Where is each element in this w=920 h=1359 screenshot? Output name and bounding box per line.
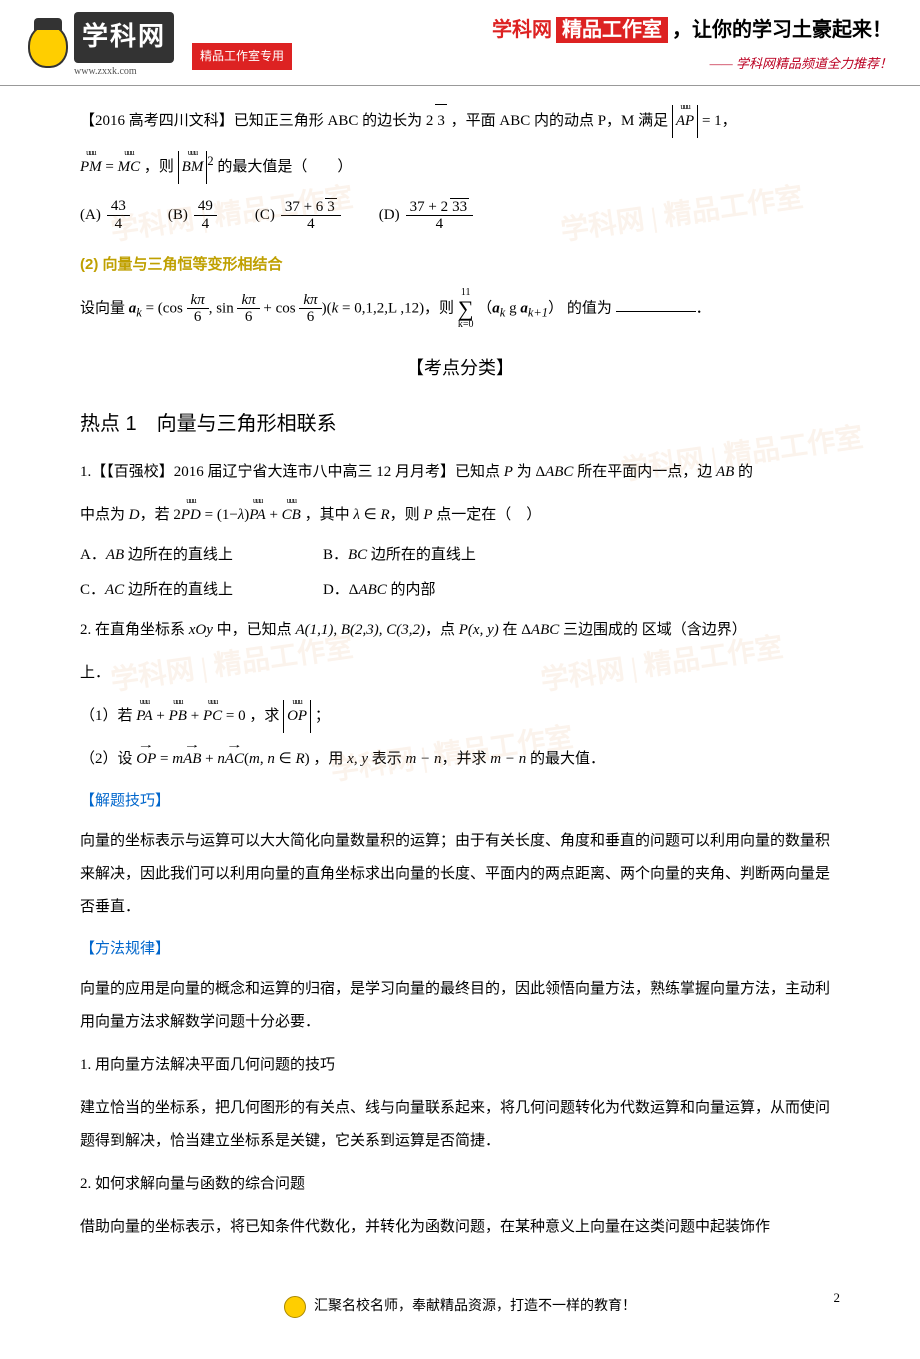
hot1-title: 热点 1 向量与三角形相联系	[80, 406, 840, 442]
choice-d: D．ΔABC 的内部	[323, 577, 436, 604]
footer-text: 汇聚名校名师，奉献精品资源，打造不一样的教育！	[314, 1294, 636, 1319]
content: 【2016 高考四川文科】已知正三角形 ABC 的边长为 23 ，平面 ABC …	[0, 104, 920, 1359]
banner-sub: —— 学科网精品频道全力推荐！	[492, 52, 892, 75]
q1-line1: 【2016 高考四川文科】已知正三角形 ABC 的边长为 23 ，平面 ABC …	[80, 104, 840, 138]
tech-title: 【解题技巧】	[80, 788, 840, 815]
logo-icon	[28, 24, 68, 68]
vec-pm: PM	[80, 159, 102, 175]
law-title: 【方法规律】	[80, 936, 840, 963]
q2-line1: 2. 在直角坐标系 xOy 中，已知点 A(1,1), B(2,3), C(3,…	[80, 614, 840, 647]
q2-line2: 上．	[80, 657, 840, 690]
vec-ap: AP	[676, 113, 694, 129]
q1-line2: PM = MC ，则 BM2 的最大值是（ ）	[80, 148, 840, 184]
footer: 汇聚名校名师，奉献精品资源，打造不一样的教育！	[80, 1294, 840, 1319]
banner-red: 学科网	[492, 19, 552, 41]
q2-sub1: （1）若 PA + PB + PC = 0 ，求 OP ；	[80, 700, 840, 733]
page-number: 2	[834, 1286, 841, 1309]
blank-answer	[616, 297, 696, 312]
q1-options: (A) 434 (B) 494 (C) 37 + 634 (D) 37 + 23…	[80, 198, 840, 233]
vec-mc: MC	[118, 159, 141, 175]
law-p4: 2. 如何求解向量与函数的综合问题	[80, 1168, 840, 1201]
logo-url: www.zxxk.com	[74, 63, 174, 81]
header-banner: 学科网精品工作室，让你的学习土豪起来！ —— 学科网精品频道全力推荐！	[492, 12, 892, 75]
option-d: (D) 37 + 2334	[379, 198, 473, 233]
logo-badge: 精品工作室专用	[192, 43, 292, 71]
footer-icon	[284, 1296, 306, 1318]
law-p1: 向量的应用是向量的概念和运算的归宿，是学习向量的最终目的，因此领悟向量方法，熟练…	[80, 973, 840, 1039]
choice-b: B．BC 边所在的直线上	[323, 542, 476, 569]
sub2-line: 设向量 ak = (cos kπ6, sin kπ6 + cos kπ6)(k …	[80, 288, 840, 330]
q1-mid: ，平面 ABC 内的动点 P，M 满足	[451, 113, 669, 129]
law-p3: 建立恰当的坐标系，把几何图形的有关点、线与向量联系起来，将几何问题转化为代数运算…	[80, 1092, 840, 1158]
sub2-title: (2) 向量与三角恒等变形相结合	[80, 251, 840, 278]
logo-block: 学科网 www.zxxk.com 精品工作室专用	[28, 12, 292, 81]
tech-p1: 向量的坐标表示与运算可以大大简化向量数量积的运算；由于有关长度、角度和垂直的问题…	[80, 825, 840, 924]
law-p5: 借助向量的坐标表示，将已知条件代数化，并转化为函数问题，在某种意义上向量在这类问…	[80, 1211, 840, 1244]
page-header: 学科网 www.zxxk.com 精品工作室专用 学科网精品工作室，让你的学习土…	[0, 0, 920, 86]
hot1-choices-row1: A．AB 边所在的直线上 B．BC 边所在的直线上	[80, 542, 840, 569]
hot1-choices-row2: C．AC 边所在的直线上 D．ΔABC 的内部	[80, 577, 840, 604]
vec-bm: BM	[182, 159, 204, 175]
law-p2: 1. 用向量方法解决平面几何问题的技巧	[80, 1049, 840, 1082]
option-b: (B) 494	[168, 198, 217, 233]
logo-text: 学科网	[74, 12, 174, 63]
hot1-q1-line2: 中点为 D，若 2PD = (1−λ)PA + CB ，其中 λ ∈ R，则 P…	[80, 499, 840, 532]
option-a: (A) 434	[80, 198, 130, 233]
choice-a: A．AB 边所在的直线上	[80, 542, 233, 569]
hot1-q1: 1.【【百强校】2016 届辽宁省大连市八中高三 12 月月考】已知点 P 为 …	[80, 456, 840, 489]
q1-intro: 【2016 高考四川文科】已知正三角形 ABC 的边长为	[80, 113, 422, 129]
q2-sub2: （2）设 OP = mAB + nAC(m, n ∈ R) ，用 x, y 表示…	[80, 743, 840, 776]
option-c: (C) 37 + 634	[255, 198, 341, 233]
banner-tail: ，让你的学习土豪起来！	[672, 19, 892, 41]
choice-c: C．AC 边所在的直线上	[80, 577, 233, 604]
banner-box: 精品工作室	[556, 17, 668, 43]
category-title: 【考点分类】	[80, 352, 840, 384]
